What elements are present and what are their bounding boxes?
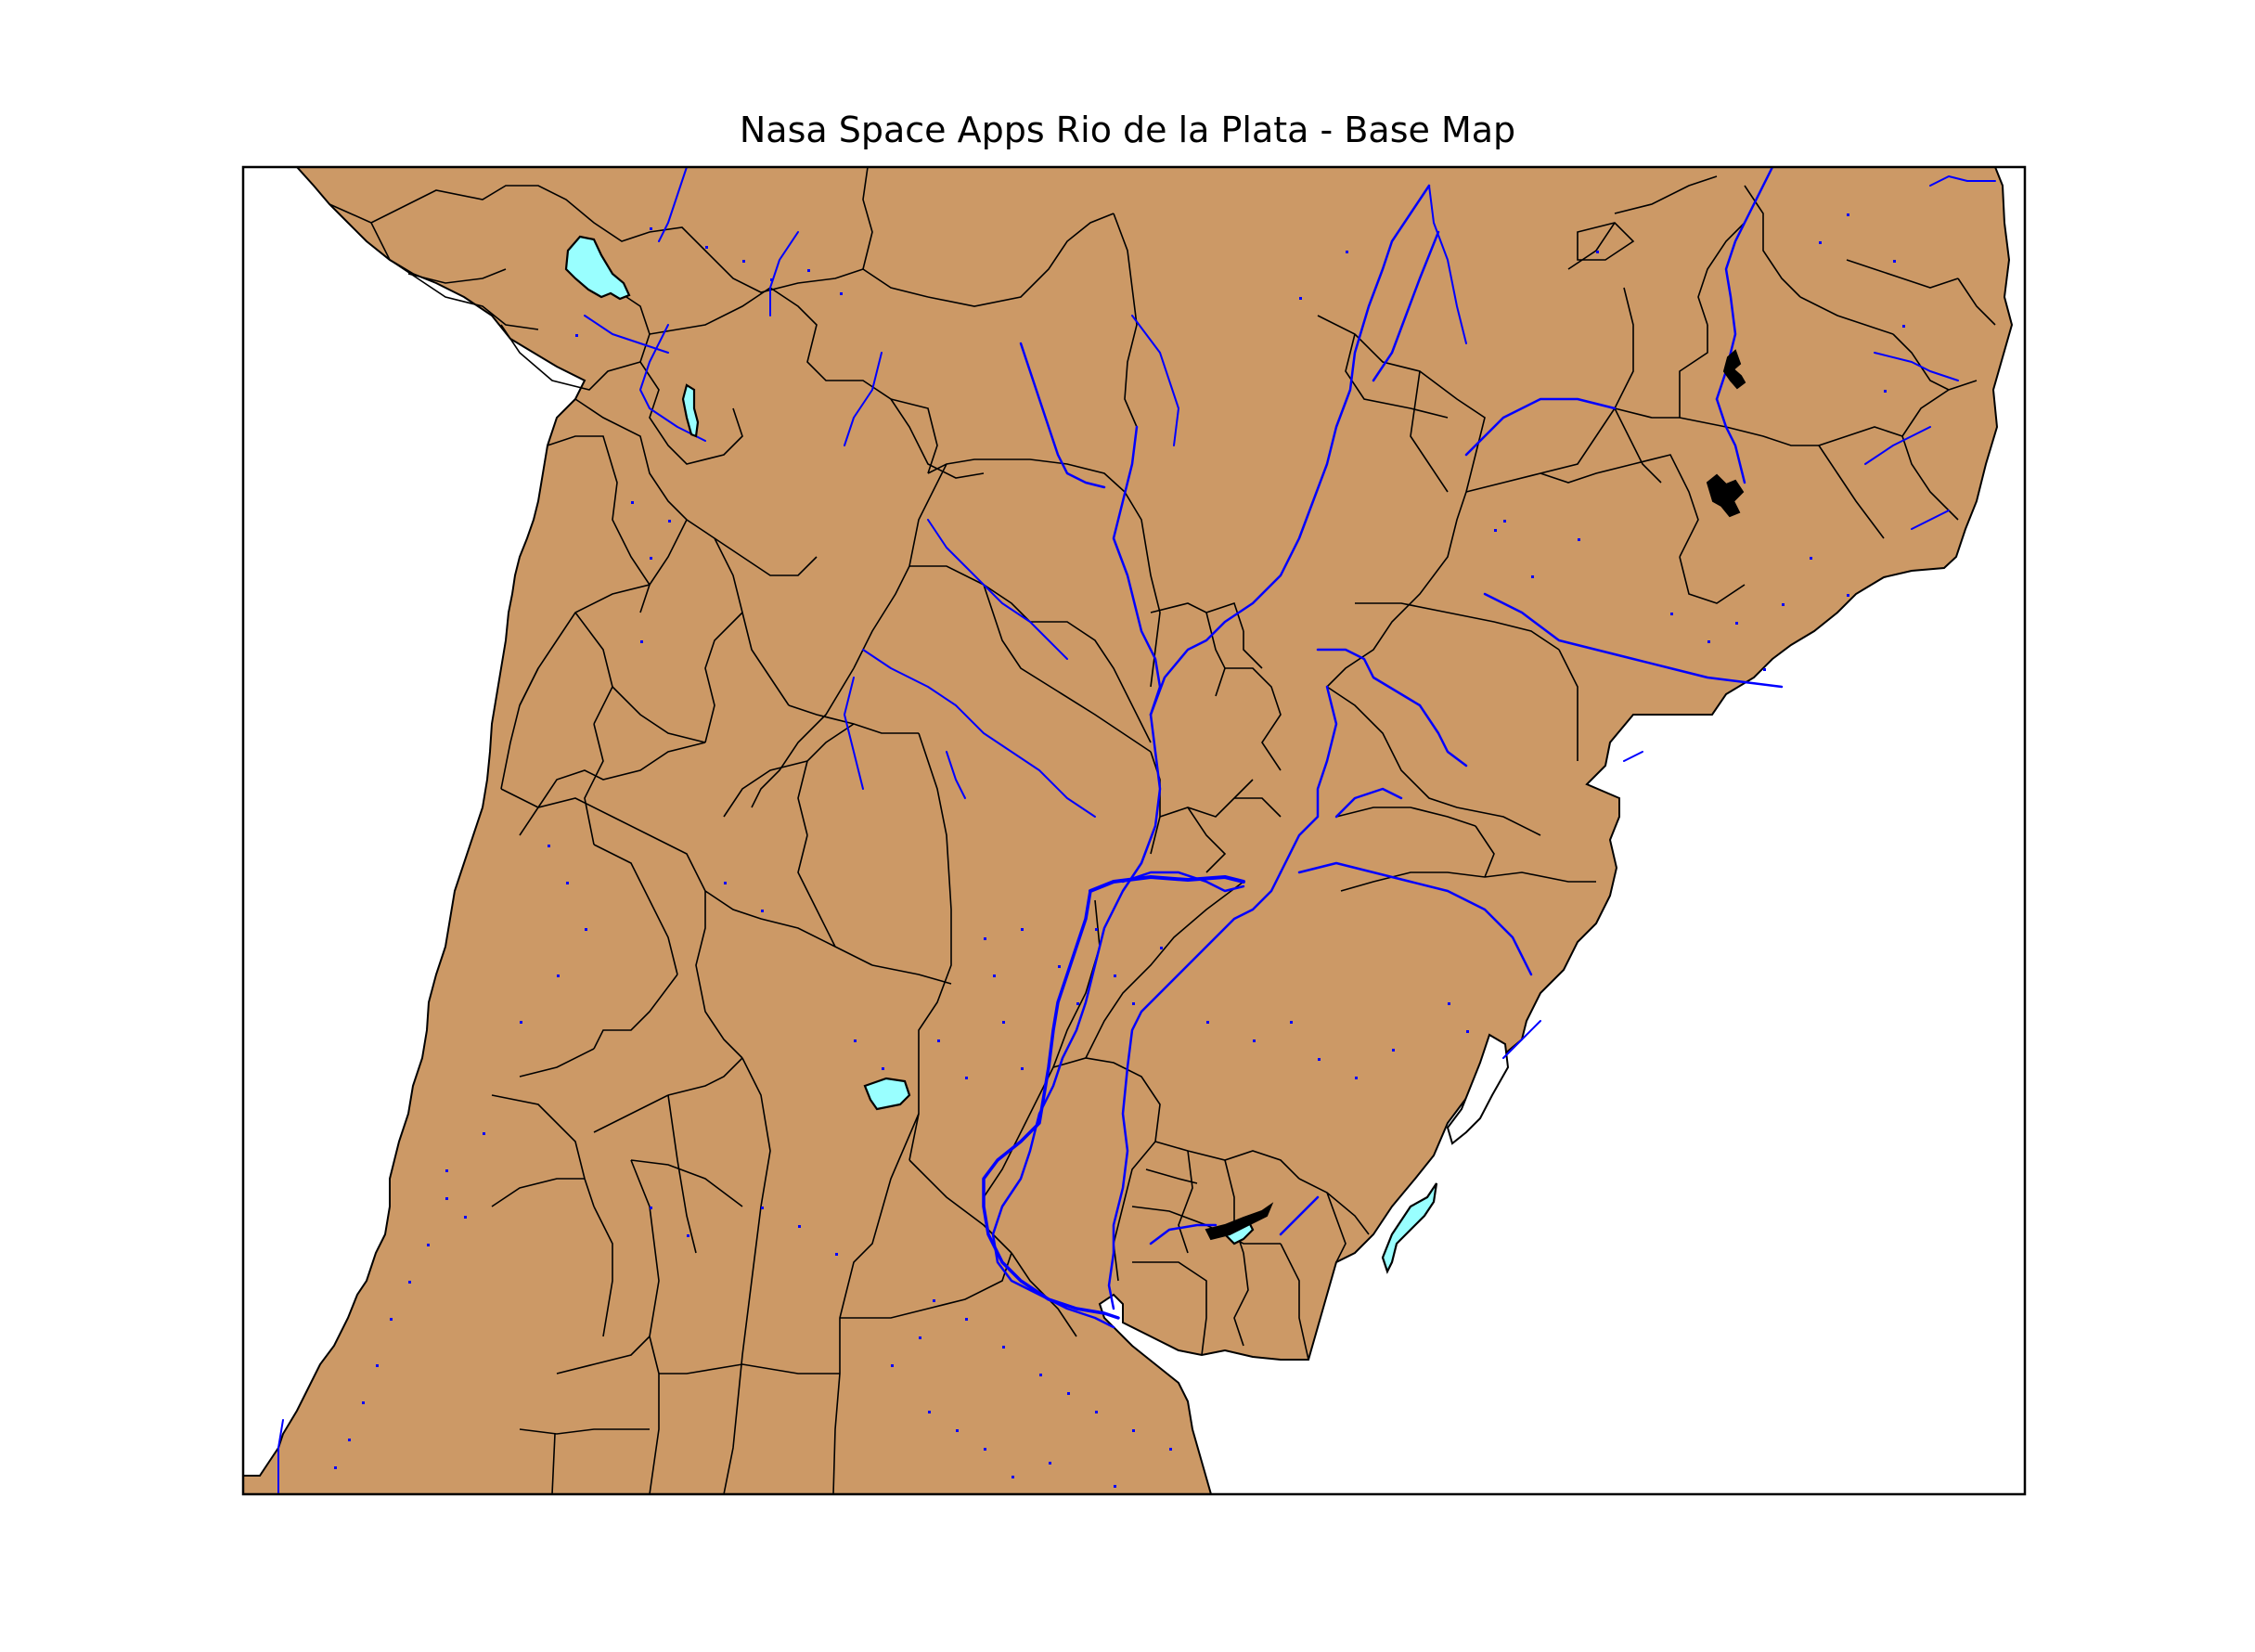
map-title: Nasa Space Apps Rio de la Plata - Base M… <box>739 110 1516 150</box>
lake-merin <box>1381 1182 1438 1274</box>
reservoirs <box>1205 349 1746 1241</box>
lake-titicaca <box>564 235 631 301</box>
admin-boundaries <box>329 167 1996 1494</box>
lagoon-patos <box>1446 1033 1510 1145</box>
lake-poopo <box>681 383 700 438</box>
lakes <box>564 235 1438 1274</box>
lake-mar-chiquita <box>863 1077 911 1111</box>
rivers <box>277 167 1996 1494</box>
land-mass <box>243 167 2014 1494</box>
map-frame <box>241 165 2027 1496</box>
